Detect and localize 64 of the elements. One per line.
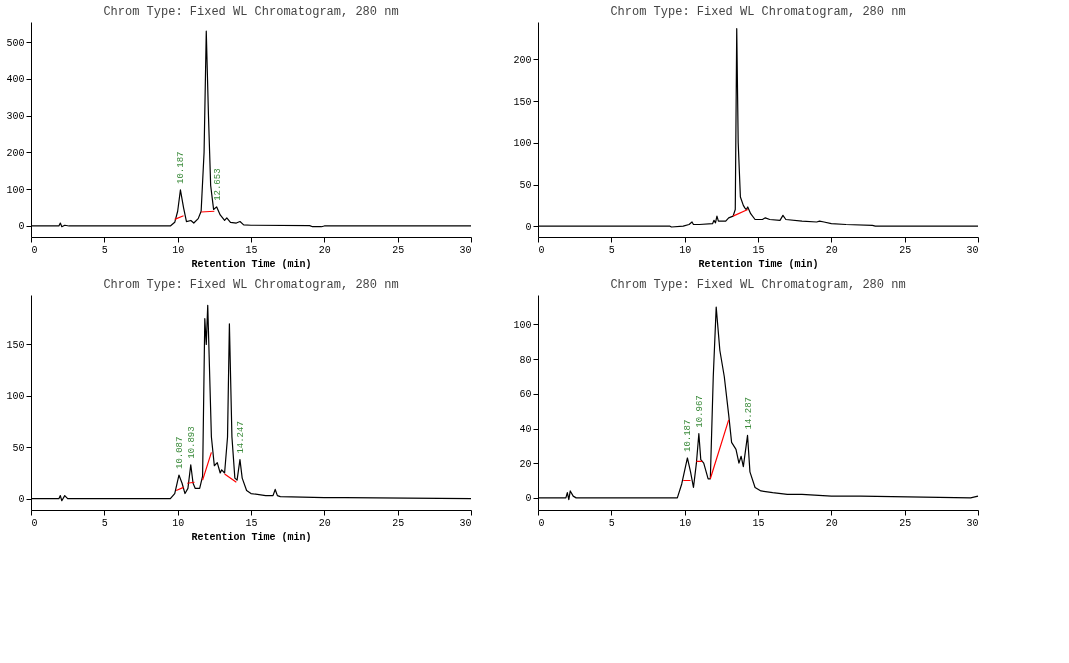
x-tick-label: 10 (679, 517, 692, 529)
y-tick-label: 400 (6, 74, 25, 86)
chart-title: Chrom Type: Fixed WL Chromatogram, 280 nm (103, 5, 399, 19)
y-tick-label: 500 (6, 37, 25, 49)
x-tick-label: 5 (608, 517, 615, 529)
x-tick-label: 25 (392, 244, 405, 256)
x-tick-label: 20 (825, 244, 838, 256)
y-tick-label: 100 (513, 138, 532, 150)
x-tick-label: 15 (245, 517, 258, 529)
y-tick-label: 60 (519, 389, 532, 401)
y-tick-label: 0 (18, 221, 25, 233)
chart-title: Chrom Type: Fixed WL Chromatogram, 280 nm (103, 278, 399, 292)
y-tick-label: 150 (6, 339, 25, 351)
annotation: 10.893 (186, 426, 197, 459)
x-tick-label: 5 (101, 517, 108, 529)
x-axis-title: Retention Time (min) (191, 258, 312, 270)
y-tick-label: 0 (525, 493, 532, 505)
y-tick-label: 200 (6, 147, 25, 159)
x-tick-label: 0 (538, 517, 545, 529)
y-tick-label: 40 (519, 424, 532, 436)
x-tick-label: 30 (459, 244, 472, 256)
y-tick-label: 200 (513, 55, 532, 66)
annotation: 10.087 (174, 436, 185, 470)
x-tick-label: 20 (318, 517, 331, 529)
x-tick-label: 25 (899, 517, 912, 529)
x-tick-label: 10 (679, 244, 692, 256)
x-tick-label: 15 (245, 244, 258, 256)
x-tick-label: 15 (752, 244, 765, 256)
y-tick-label: 0 (18, 494, 25, 506)
annotation: 10.187 (683, 419, 694, 452)
annotation: 10.187 (176, 151, 187, 184)
x-tick-label: 0 (538, 244, 545, 256)
annotation: 12.653 (212, 168, 223, 201)
x-tick-label: 30 (966, 517, 979, 529)
annotation: 14.287 (743, 397, 754, 430)
x-tick-label: 10 (172, 517, 185, 529)
x-tick-label: 0 (31, 517, 38, 529)
annotation: 10.967 (694, 395, 705, 428)
x-tick-label: 15 (752, 517, 765, 529)
y-tick-label: 100 (513, 319, 532, 331)
x-tick-label: 20 (318, 244, 331, 256)
x-tick-label: 5 (101, 244, 108, 256)
x-axis-title: Retention Time (min) (698, 258, 819, 270)
x-tick-label: 10 (172, 244, 185, 256)
y-tick-label: 150 (513, 96, 532, 108)
x-tick-label: 30 (459, 517, 472, 529)
annotation: 14.247 (235, 421, 246, 454)
y-tick-label: 20 (519, 458, 532, 470)
x-tick-label: 25 (899, 244, 912, 256)
x-tick-label: 30 (966, 244, 979, 256)
x-axis-title: Retention Time (min) (191, 531, 312, 543)
y-tick-label: 300 (6, 111, 25, 123)
y-tick-label: 50 (12, 442, 25, 454)
x-tick-label: 20 (825, 517, 838, 529)
chart-title: Chrom Type: Fixed WL Chromatogram, 280 nm (610, 5, 906, 19)
y-tick-label: 0 (525, 221, 532, 233)
y-tick-label: 100 (6, 184, 25, 196)
y-tick-label: 50 (519, 180, 532, 191)
x-tick-label: 0 (31, 244, 38, 256)
x-tick-label: 25 (392, 517, 405, 529)
y-tick-label: 100 (6, 391, 25, 403)
y-tick-label: 80 (519, 354, 532, 366)
x-tick-label: 5 (608, 244, 615, 256)
chart-title: Chrom Type: Fixed WL Chromatogram, 280 nm (610, 278, 906, 292)
